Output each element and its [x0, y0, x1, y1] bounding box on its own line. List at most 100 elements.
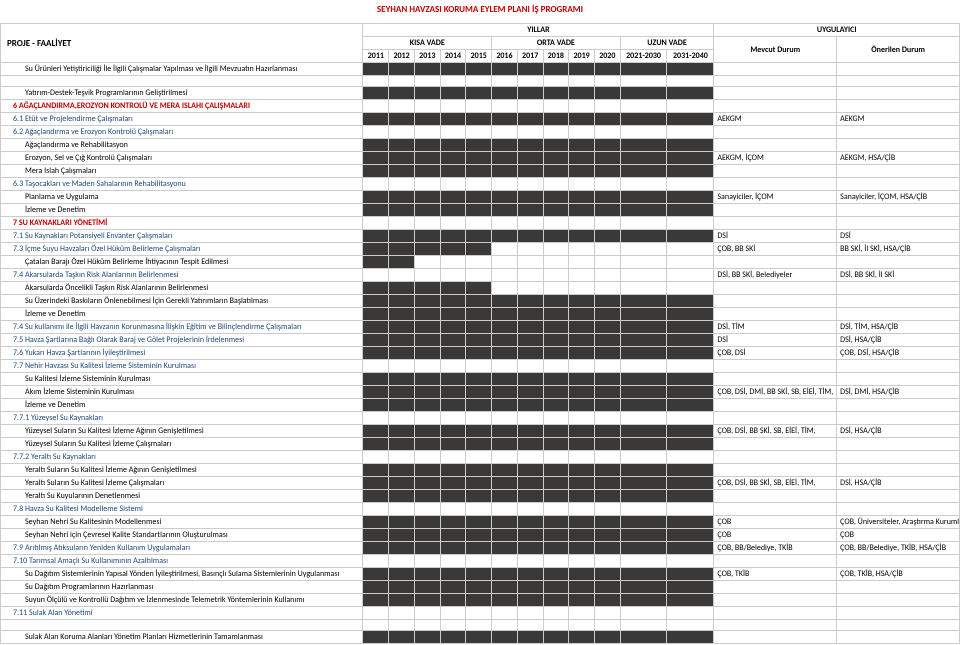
gantt-cell [569, 451, 595, 464]
gantt-cell [517, 243, 543, 256]
mevcut-durum [714, 607, 837, 620]
gantt-cell [414, 568, 440, 581]
mevcut-durum [714, 165, 837, 178]
gantt-cell [466, 204, 492, 217]
gantt-cell [620, 178, 667, 191]
onerilen-durum [837, 256, 960, 269]
gantt-cell [569, 360, 595, 373]
hdr-year: 2012 [389, 50, 415, 63]
table-row: Erozyon, Sel ve Çığ Kontrolü Çalışmaları… [1, 152, 960, 165]
gantt-cell [569, 126, 595, 139]
table-row: 7.1 Su Kaynakları Potansiyeli Envanter Ç… [1, 230, 960, 243]
gantt-cell [466, 631, 492, 644]
gantt-cell [363, 243, 389, 256]
gantt-cell [620, 425, 667, 438]
gantt-cell [543, 373, 569, 386]
gantt-cell [594, 165, 620, 178]
gantt-cell [620, 516, 667, 529]
gantt-cell [620, 607, 667, 620]
gantt-cell [363, 269, 389, 282]
gantt-cell [389, 360, 415, 373]
gantt-cell [517, 126, 543, 139]
gantt-cell [569, 243, 595, 256]
gantt-cell [569, 438, 595, 451]
gantt-cell [389, 139, 415, 152]
gantt-cell [440, 451, 466, 464]
gantt-cell [667, 542, 714, 555]
gantt-cell [569, 464, 595, 477]
gantt-cell [594, 412, 620, 425]
gantt-cell [517, 607, 543, 620]
gantt-cell [389, 451, 415, 464]
onerilen-durum [837, 165, 960, 178]
table-row: 7.4 Akarsularda Taşkın Risk Alanlarının … [1, 269, 960, 282]
onerilen-durum [837, 76, 960, 87]
mevcut-durum [714, 100, 837, 113]
onerilen-durum: ÇOB, TKİB, HSA/ÇİB [837, 568, 960, 581]
activity-label: 6.3 Taşocakları ve Maden Sahalarının Reh… [1, 178, 363, 191]
gantt-cell [440, 620, 466, 631]
gantt-cell [569, 347, 595, 360]
gantt-cell [620, 631, 667, 644]
onerilen-durum [837, 308, 960, 321]
gantt-cell [517, 425, 543, 438]
gantt-cell [594, 100, 620, 113]
table-row: Su Ürünleri Yetiştiriciliği İle İlgili Ç… [1, 63, 960, 76]
gantt-cell [492, 490, 518, 503]
mevcut-durum [714, 204, 837, 217]
gantt-cell [440, 243, 466, 256]
mevcut-durum: ÇOB [714, 529, 837, 542]
onerilen-durum: ÇOB, DSİ, HSA/ÇİB [837, 347, 960, 360]
gantt-cell [389, 256, 415, 269]
gantt-cell [466, 256, 492, 269]
hdr-ov: ORTA VADE [492, 37, 621, 50]
gantt-cell [492, 425, 518, 438]
gantt-cell [389, 555, 415, 568]
gantt-cell [440, 503, 466, 516]
gantt-cell [594, 76, 620, 87]
gantt-cell [667, 568, 714, 581]
gantt-cell [543, 113, 569, 126]
gantt-cell [594, 191, 620, 204]
gantt-cell [466, 386, 492, 399]
gantt-cell [414, 581, 440, 594]
gantt-cell [363, 87, 389, 100]
gantt-cell [517, 269, 543, 282]
gantt-cell [492, 178, 518, 191]
mevcut-durum: AEKGM, İÇOM [714, 152, 837, 165]
gantt-cell [667, 386, 714, 399]
gantt-cell [363, 568, 389, 581]
mevcut-durum [714, 360, 837, 373]
gantt-cell [667, 256, 714, 269]
gantt-cell [492, 269, 518, 282]
activity-label: Yeraltı Suların Su Kalitesi İzleme Çalış… [1, 477, 363, 490]
gantt-cell [414, 295, 440, 308]
gantt-cell [543, 308, 569, 321]
onerilen-durum: Sanayiciler, İÇOM, HSA/ÇİB [837, 191, 960, 204]
gantt-cell [543, 63, 569, 76]
gantt-cell [440, 581, 466, 594]
table-row: 6.3 Taşocakları ve Maden Sahalarının Reh… [1, 178, 960, 191]
gantt-cell [492, 360, 518, 373]
table-row: Sulak Alan Koruma Alanları Yönetim Planl… [1, 631, 960, 644]
gantt-cell [620, 217, 667, 230]
mevcut-durum [714, 490, 837, 503]
activity-label: Sulak Alan Koruma Alanları Yönetim Planl… [1, 631, 363, 644]
gantt-cell [389, 204, 415, 217]
gantt-cell [440, 165, 466, 178]
gantt-cell [620, 100, 667, 113]
onerilen-durum [837, 217, 960, 230]
gantt-cell [440, 399, 466, 412]
table-row: 7.8 Havza Su Kalitesi Modelleme Sistemi [1, 503, 960, 516]
gantt-cell [517, 256, 543, 269]
gantt-cell [363, 581, 389, 594]
mevcut-durum [714, 503, 837, 516]
gantt-cell [667, 204, 714, 217]
gantt-cell [594, 256, 620, 269]
gantt-cell [414, 438, 440, 451]
gantt-cell [363, 139, 389, 152]
gantt-cell [492, 620, 518, 631]
onerilen-durum: DSİ, BB SKİ, İl SKİ [837, 269, 960, 282]
gantt-cell [620, 555, 667, 568]
gantt-cell [492, 399, 518, 412]
